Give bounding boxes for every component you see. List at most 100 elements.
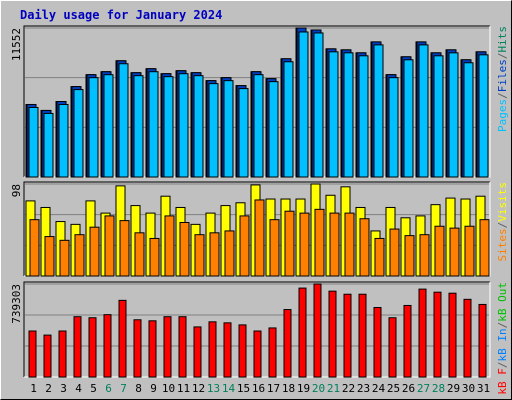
bar: [149, 237, 160, 277]
y-tick-label: 739303: [10, 284, 23, 324]
legend-entry: kB F: [496, 368, 509, 395]
x-tick-label: 13: [207, 382, 220, 395]
bar: [403, 304, 412, 378]
bar: [224, 230, 235, 277]
x-tick-label: 29: [447, 382, 460, 395]
legend: Pages/Files/Hits: [496, 26, 509, 132]
bar: [328, 290, 337, 378]
bar: [388, 317, 397, 378]
bar: [449, 227, 460, 277]
bar: [479, 219, 490, 277]
panel-edge-dark: [23, 181, 490, 276]
bar: [118, 299, 127, 378]
legend: kB F/kB In/kB Out: [496, 282, 509, 395]
bar: [283, 309, 292, 378]
x-tick-label: 27: [417, 382, 430, 395]
x-tick-label: 11: [177, 382, 190, 395]
bar: [163, 76, 174, 178]
bar: [238, 88, 249, 178]
bar: [178, 73, 189, 178]
bar: [88, 317, 97, 378]
bar: [208, 321, 217, 378]
x-tick-label: 5: [90, 382, 97, 395]
x-tick-label: 28: [432, 382, 445, 395]
bar: [374, 237, 385, 277]
bar: [118, 63, 129, 178]
legend-separator: /: [496, 222, 509, 229]
bar: [194, 234, 205, 277]
bar: [148, 320, 157, 378]
bar: [89, 226, 100, 277]
bar: [133, 75, 144, 178]
bar: [133, 319, 142, 378]
x-tick-label: 15: [237, 382, 250, 395]
bar: [389, 228, 400, 277]
legend-entry: Hits: [496, 26, 509, 53]
bar: [239, 215, 250, 277]
bar: [358, 293, 367, 378]
bar: [73, 316, 82, 378]
x-tick-label: 10: [162, 382, 175, 395]
x-tick-label: 26: [402, 382, 415, 395]
x-tick-label: 17: [267, 382, 280, 395]
bar: [329, 212, 340, 277]
bar: [268, 327, 277, 378]
bar: [163, 316, 172, 378]
bar: [193, 326, 202, 378]
bar: [284, 210, 295, 277]
bar: [448, 52, 459, 178]
x-tick-label: 23: [357, 382, 370, 395]
bar: [448, 292, 457, 378]
bar: [328, 51, 339, 178]
bar: [463, 62, 474, 178]
bar: [298, 287, 307, 378]
bar: [59, 239, 70, 277]
legend-separator: /: [496, 53, 509, 60]
legend-entry: Files: [496, 59, 509, 92]
bar: [344, 212, 355, 277]
bar: [283, 61, 294, 178]
chart-title: Daily usage for January 2024: [20, 8, 222, 22]
x-tick-label: 1: [30, 382, 37, 395]
bar: [103, 314, 112, 378]
bar: [343, 52, 354, 178]
bar: [299, 212, 310, 277]
bar: [164, 215, 175, 277]
bar: [463, 298, 472, 378]
legend-entry: kB Out: [496, 282, 509, 322]
bar: [358, 55, 369, 178]
panel-edge-dark: [23, 25, 490, 177]
bar: [418, 44, 429, 178]
x-tick-label: 25: [387, 382, 400, 395]
bar: [104, 215, 115, 277]
bar: [73, 89, 84, 178]
bar: [478, 303, 487, 378]
bar: [178, 316, 187, 378]
bar: [209, 232, 220, 277]
bar: [58, 103, 69, 178]
bar: [433, 291, 442, 378]
bar: [268, 81, 279, 178]
bar: [313, 32, 324, 178]
bar: [253, 74, 264, 178]
bar: [208, 83, 219, 178]
legend-separator: /: [496, 362, 509, 369]
bar: [43, 334, 52, 378]
y-tick-label: 11552: [10, 28, 23, 61]
x-tick-label: 18: [282, 382, 295, 395]
bar: [223, 322, 232, 378]
x-tick-label: 31: [477, 382, 490, 395]
bar: [464, 225, 475, 277]
bar: [28, 330, 37, 378]
x-tick-label: 2: [45, 382, 52, 395]
legend-entry: Visits: [496, 182, 509, 222]
bar: [343, 293, 352, 378]
y-tick-label: 98: [10, 184, 23, 197]
x-tick-label: 9: [150, 382, 157, 395]
bar: [44, 236, 55, 277]
bar: [148, 71, 159, 178]
bar: [134, 232, 145, 277]
legend-separator: /: [496, 322, 509, 329]
x-tick-label: 4: [75, 382, 82, 395]
